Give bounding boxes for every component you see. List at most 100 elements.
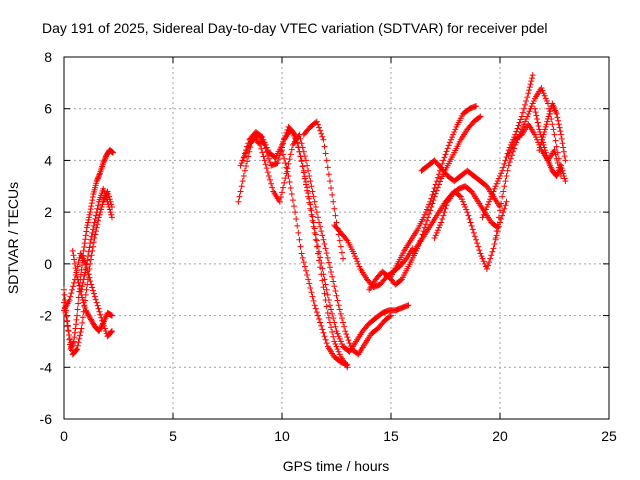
point-marker xyxy=(421,211,428,218)
point-marker xyxy=(555,121,562,128)
point-marker xyxy=(501,160,508,167)
point-marker xyxy=(536,144,543,151)
point-marker xyxy=(314,250,321,257)
point-marker xyxy=(304,187,311,194)
point-marker xyxy=(87,316,94,323)
point-marker xyxy=(335,348,342,355)
point-marker xyxy=(70,338,77,345)
point-marker xyxy=(450,131,457,138)
point-marker xyxy=(92,296,99,303)
point-marker xyxy=(434,174,441,181)
point-marker xyxy=(75,300,82,307)
point-marker xyxy=(87,209,94,216)
y-tick-label: 2 xyxy=(44,204,52,220)
point-marker xyxy=(306,172,313,179)
point-marker xyxy=(560,172,567,179)
point-marker xyxy=(308,183,315,190)
point-marker xyxy=(500,164,507,171)
point-marker xyxy=(338,249,345,256)
point-marker xyxy=(304,162,311,169)
point-marker xyxy=(106,206,113,213)
point-marker xyxy=(94,176,101,183)
point-marker xyxy=(526,84,533,91)
point-marker xyxy=(560,144,567,151)
point-marker xyxy=(511,139,518,146)
y-tick-label: 4 xyxy=(44,152,52,168)
point-marker xyxy=(547,108,554,115)
series-track-b xyxy=(61,188,115,358)
point-marker xyxy=(74,346,81,353)
series-track-u xyxy=(536,100,569,164)
point-marker xyxy=(88,233,95,240)
point-marker xyxy=(80,299,87,306)
y-tick-label: 8 xyxy=(44,49,52,65)
point-marker xyxy=(263,165,270,172)
point-marker xyxy=(531,105,538,112)
point-marker xyxy=(78,286,85,293)
point-marker xyxy=(326,319,333,326)
point-marker xyxy=(84,222,91,229)
series-track-g xyxy=(237,131,394,358)
point-marker xyxy=(397,277,404,284)
point-marker xyxy=(308,289,315,296)
point-marker xyxy=(556,124,563,131)
point-marker xyxy=(486,259,493,266)
point-marker xyxy=(324,164,331,171)
point-marker xyxy=(435,171,442,178)
point-marker xyxy=(295,144,302,151)
point-marker xyxy=(323,250,330,257)
x-tick-label: 0 xyxy=(60,428,68,444)
point-marker xyxy=(486,198,493,205)
point-marker xyxy=(79,297,86,304)
series-track-n xyxy=(418,157,503,210)
point-marker xyxy=(306,199,313,206)
point-marker xyxy=(298,250,305,257)
point-marker xyxy=(100,160,107,167)
point-marker xyxy=(549,121,556,128)
point-marker xyxy=(329,310,336,317)
point-marker xyxy=(318,228,325,235)
point-marker xyxy=(499,212,506,219)
point-marker xyxy=(536,147,543,154)
point-marker xyxy=(307,178,314,185)
point-marker xyxy=(88,317,95,324)
point-marker xyxy=(240,153,247,160)
point-marker xyxy=(82,260,89,267)
point-marker xyxy=(478,253,485,260)
point-marker xyxy=(89,197,96,204)
point-marker xyxy=(493,228,500,235)
point-marker xyxy=(290,130,297,137)
point-marker xyxy=(340,255,347,262)
point-marker xyxy=(542,95,549,102)
point-marker xyxy=(82,236,89,243)
point-marker xyxy=(66,297,73,304)
point-marker xyxy=(309,217,316,224)
point-marker xyxy=(86,274,93,281)
series-track-j xyxy=(300,118,347,262)
point-marker xyxy=(527,81,534,88)
point-marker xyxy=(528,103,535,110)
point-marker xyxy=(431,235,438,241)
point-marker xyxy=(267,159,274,166)
point-marker xyxy=(99,321,106,328)
point-marker xyxy=(95,328,102,335)
point-marker xyxy=(71,334,78,341)
point-marker xyxy=(499,167,506,174)
point-marker xyxy=(238,183,245,190)
point-marker xyxy=(554,114,561,121)
point-marker xyxy=(444,145,451,152)
point-marker xyxy=(281,179,288,186)
point-marker xyxy=(491,241,498,248)
point-marker xyxy=(463,206,470,213)
point-marker xyxy=(520,105,527,112)
point-marker xyxy=(313,118,320,125)
point-marker xyxy=(83,261,90,268)
point-marker xyxy=(241,150,248,157)
point-marker xyxy=(236,193,243,200)
series-track-k xyxy=(331,222,416,291)
point-marker xyxy=(344,361,351,368)
point-marker xyxy=(293,216,300,223)
point-marker xyxy=(91,293,98,300)
point-marker xyxy=(325,314,332,321)
point-marker xyxy=(89,247,96,254)
